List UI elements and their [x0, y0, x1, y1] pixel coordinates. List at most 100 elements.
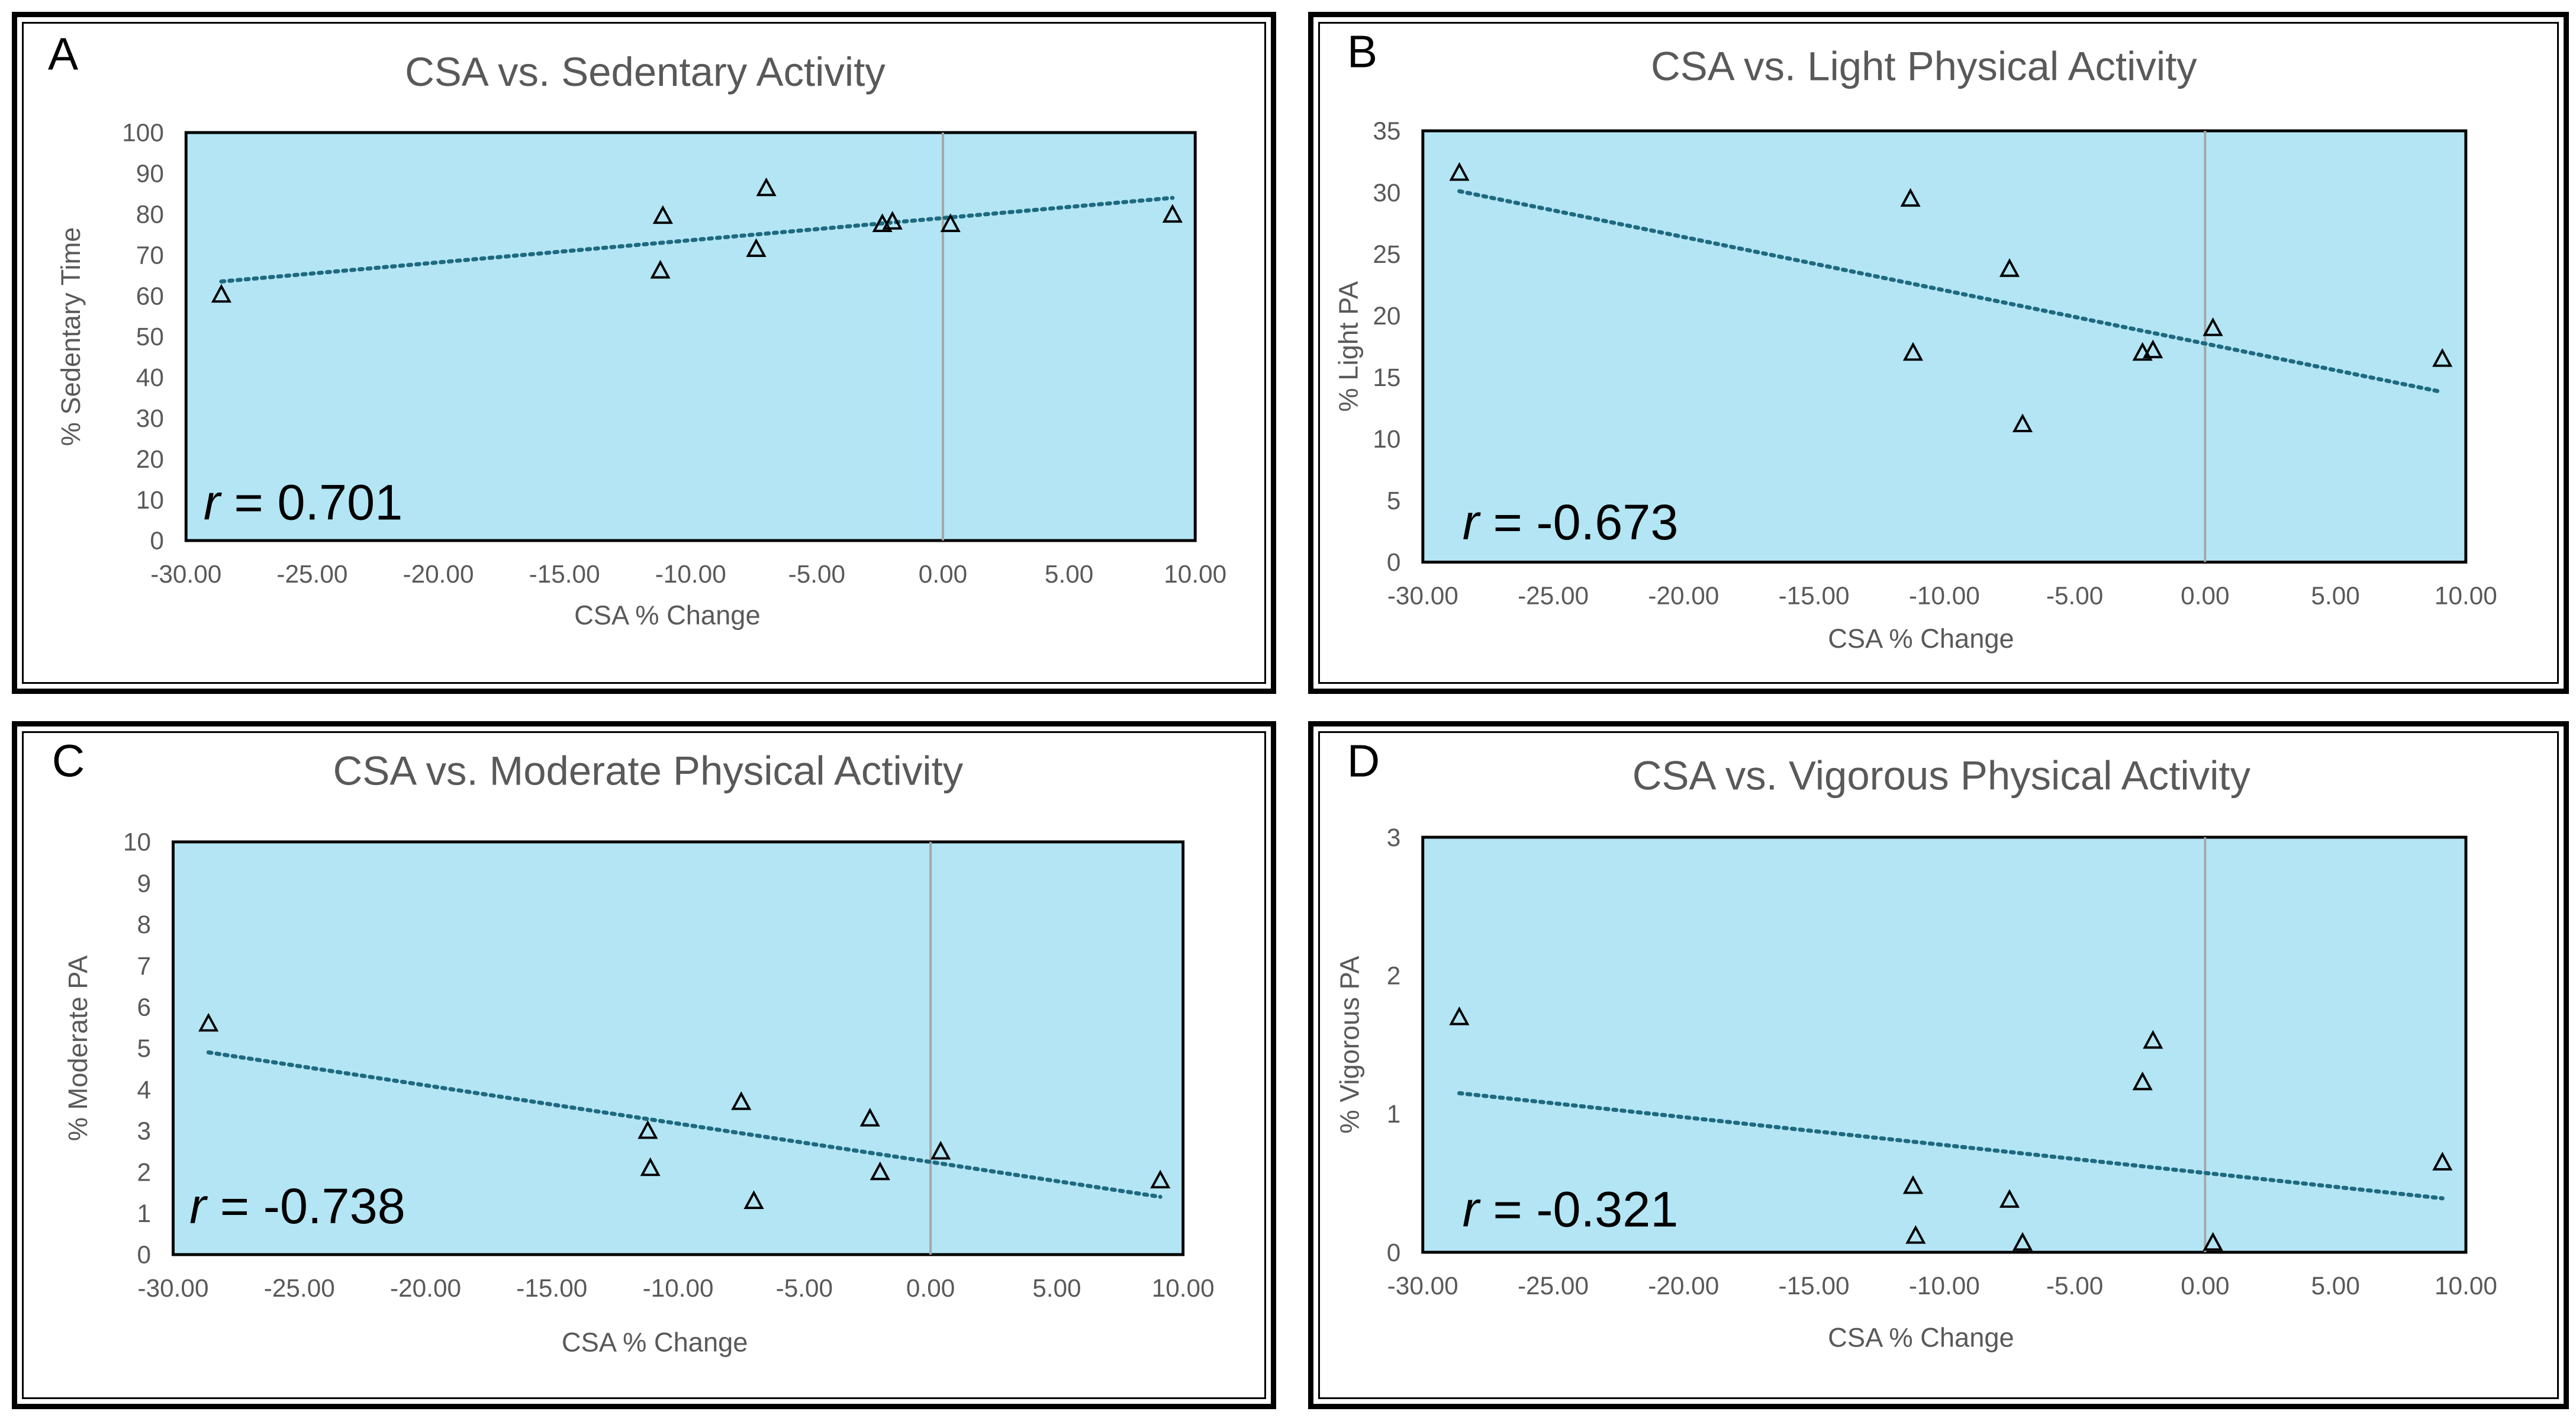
y-tick-label: 0 [1387, 1239, 1401, 1266]
x-tick-label: -5.00 [2046, 1272, 2103, 1300]
y-tick-label: 5 [137, 1034, 152, 1062]
y-tick-label: 5 [1387, 487, 1401, 515]
y-tick-label: 9 [137, 869, 152, 897]
panel-letter: C [52, 736, 85, 787]
panel-d: D CSA vs. Vigorous Physical Activity 0 1 2 3 -… [1308, 721, 2569, 1409]
x-tick-label: -20.00 [1648, 1272, 1719, 1300]
x-tick-label: 10.00 [2435, 1272, 2497, 1300]
y-tick-label: 40 [136, 364, 164, 391]
x-axis-label: CSA % Change [562, 1327, 748, 1357]
y-tick-label: 3 [1387, 824, 1401, 851]
plot-area [1421, 129, 2468, 564]
plot-area [1421, 835, 2468, 1254]
y-tick-label: 20 [136, 445, 164, 473]
y-tick-label: 2 [1387, 962, 1401, 989]
data-point [2132, 1071, 2153, 1091]
data-point [650, 259, 671, 279]
data-point [1162, 204, 1183, 223]
x-tick-label: -30.00 [1387, 581, 1458, 609]
y-tick-label: 70 [136, 241, 164, 269]
x-tick-label: 10.00 [1164, 560, 1226, 588]
x-tick-label: -5.00 [788, 560, 845, 588]
chart-title: CSA vs. Sedentary Activity [405, 49, 886, 95]
y-tick-label: 4 [137, 1076, 152, 1104]
y-tick-label: 50 [136, 323, 164, 351]
plot-area [184, 131, 1197, 542]
x-tick-label: 5.00 [2311, 1272, 2360, 1300]
x-tick-label: -30.00 [1387, 1272, 1458, 1300]
y-tick-label: 30 [136, 404, 164, 432]
x-tick-label: -15.00 [1779, 1272, 1850, 1300]
y-tick-label: 0 [1387, 548, 1401, 576]
x-tick-label: 10.00 [1152, 1274, 1215, 1302]
data-point [1902, 342, 1924, 361]
panel-b: B CSA vs. Light Physical Activity 0 5 10 15 20… [1308, 12, 2569, 694]
scatter-chart: A CSA vs. Sedentary Activity 0 10 20 30 40 50 60… [48, 29, 1226, 631]
x-axis-label: CSA % Change [1828, 1323, 2014, 1353]
data-point [2203, 1232, 2223, 1251]
correlation-label: r = 0.701 [204, 474, 402, 531]
x-tick-label: -5.00 [776, 1274, 833, 1302]
x-tick-label: 0.00 [906, 1274, 955, 1302]
data-point [1905, 1225, 1926, 1244]
scatter-chart: D CSA vs. Vigorous Physical Activity 0 1 2 3 -… [1334, 736, 2497, 1353]
trendline [206, 1050, 1163, 1199]
data-point [756, 177, 777, 197]
x-tick-label: -10.00 [1909, 581, 1980, 609]
y-tick-label: 10 [123, 828, 151, 856]
x-tick-label: 5.00 [2311, 581, 2359, 609]
y-tick-label: 35 [1373, 117, 1400, 145]
panel-letter: B [1347, 27, 1377, 78]
y-tick-label: 20 [1373, 302, 1400, 330]
x-tick-label: -30.00 [150, 560, 221, 588]
data-point [882, 211, 903, 230]
data-point [2143, 339, 2163, 359]
y-tick-label: 1 [1387, 1100, 1401, 1128]
panel-letter: D [1347, 736, 1380, 787]
data-point [1449, 1006, 1470, 1025]
data-point [930, 1140, 951, 1160]
data-point [2012, 1232, 2033, 1251]
x-tick-label: -15.00 [516, 1274, 587, 1302]
x-tick-label: -20.00 [1648, 581, 1719, 609]
y-tick-label: 15 [1373, 364, 1400, 391]
panel-c: C CSA vs. Moderate Physical Activity 0 1 2 3 4… [12, 721, 1276, 1409]
x-tick-label: -25.00 [264, 1274, 335, 1302]
plot-area [172, 840, 1185, 1256]
y-tick-label: 6 [137, 994, 152, 1021]
y-tick-label: 0 [150, 527, 164, 555]
data-point [1999, 258, 2020, 277]
data-point [637, 1120, 658, 1139]
data-point [859, 1108, 880, 1127]
panel-a: A CSA vs. Sedentary Activity 0 10 20 30 40 50 60… [12, 12, 1276, 694]
y-tick-label: 10 [136, 486, 164, 514]
scatter-chart: C CSA vs. Moderate Physical Activity 0 1 2 3 4… [52, 736, 1215, 1358]
data-point [198, 1012, 219, 1032]
y-tick-label: 100 [122, 119, 164, 147]
y-tick-label: 90 [136, 160, 164, 188]
data-point [940, 213, 961, 232]
x-tick-label: 5.00 [1045, 560, 1093, 588]
y-tick-label: 80 [136, 200, 164, 228]
y-axis-label: % Light PA [1334, 281, 1364, 411]
data-point [211, 284, 232, 303]
correlation-label: r = -0.738 [189, 1178, 405, 1234]
x-tick-label: -25.00 [276, 560, 347, 588]
y-tick-label: 3 [137, 1117, 152, 1145]
y-tick-label: 60 [136, 282, 164, 310]
x-tick-label: 10.00 [2435, 581, 2497, 609]
data-point [652, 205, 673, 224]
y-tick-label: 30 [1373, 179, 1400, 207]
x-tick-label: -30.00 [138, 1274, 209, 1302]
trendline [219, 195, 1175, 284]
y-tick-label: 8 [137, 911, 152, 938]
scatter-chart: B CSA vs. Light Physical Activity 0 5 10 15 20… [1334, 27, 2497, 654]
data-point [2143, 1030, 2163, 1049]
chart-title: CSA vs. Moderate Physical Activity [333, 748, 964, 793]
data-point [2432, 348, 2453, 367]
data-point [1150, 1169, 1171, 1189]
x-tick-label: -25.00 [1518, 1272, 1589, 1300]
chart-title: CSA vs. Light Physical Activity [1651, 43, 2197, 89]
x-axis-label: CSA % Change [574, 600, 761, 631]
y-axis-label: % Vigorous PA [1334, 956, 1364, 1134]
